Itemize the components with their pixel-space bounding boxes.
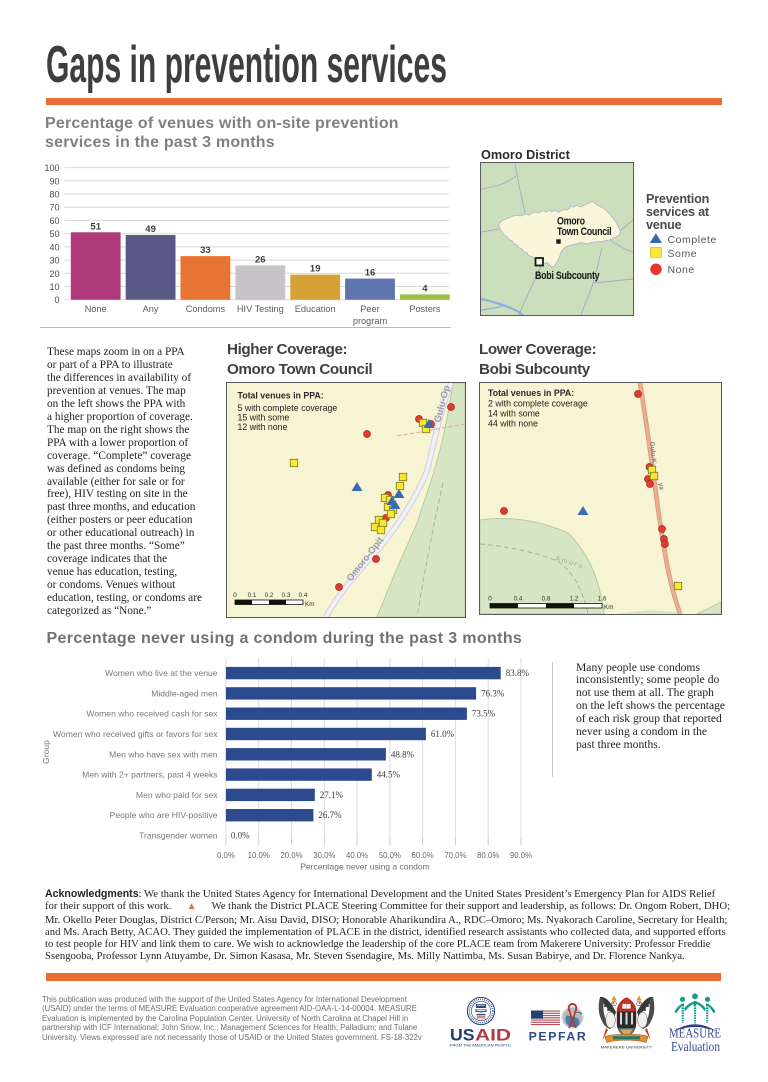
svg-text:Any: Any xyxy=(143,304,159,314)
svg-text:48.8%: 48.8% xyxy=(391,749,415,759)
svg-text:0.4: 0.4 xyxy=(299,592,308,599)
svg-text:Men who paid for sex: Men who paid for sex xyxy=(136,790,218,800)
svg-text:20: 20 xyxy=(49,269,59,279)
svg-text:0.4: 0.4 xyxy=(514,596,523,603)
svg-text:49: 49 xyxy=(145,224,156,235)
svg-text:PEPFAR: PEPFAR xyxy=(529,1030,588,1044)
svg-text:Bobi Subcounty: Bobi Subcounty xyxy=(535,270,600,282)
svg-text:Men with 2+ partners, past 4 w: Men with 2+ partners, past 4 weeks xyxy=(82,770,217,780)
svg-text:40.0%: 40.0% xyxy=(346,851,368,860)
svg-text:1.6: 1.6 xyxy=(598,596,607,603)
svg-text:100: 100 xyxy=(44,163,59,173)
svg-text:50.0%: 50.0% xyxy=(379,851,401,860)
svg-text:44.5%: 44.5% xyxy=(377,770,401,780)
svg-text:Total venues in PPA:: Total venues in PPA: xyxy=(488,388,574,398)
svg-text:None: None xyxy=(85,304,107,314)
svg-text:US: US xyxy=(450,1026,475,1045)
svg-text:15 with some: 15 with some xyxy=(238,412,290,422)
svg-text:14 with some: 14 with some xyxy=(488,409,540,419)
svg-text:0.1: 0.1 xyxy=(248,592,257,599)
svg-text:51: 51 xyxy=(90,221,101,232)
svg-text:0.0%: 0.0% xyxy=(217,851,235,860)
svg-text:Transgender women: Transgender women xyxy=(139,831,218,841)
svg-text:HIV Testing: HIV Testing xyxy=(237,304,284,314)
svg-text:70: 70 xyxy=(49,203,59,213)
svg-text:80.0%: 80.0% xyxy=(477,851,499,860)
svg-text:0.0%: 0.0% xyxy=(231,831,250,841)
svg-text:0: 0 xyxy=(233,592,237,599)
svg-text:0.3: 0.3 xyxy=(282,592,291,599)
svg-text:27.1%: 27.1% xyxy=(320,790,344,800)
svg-text:76.3%: 76.3% xyxy=(481,688,505,698)
svg-text:44 with none: 44 with none xyxy=(488,419,538,429)
svg-text:26.7%: 26.7% xyxy=(318,810,342,820)
svg-text:Women who received gifts or fa: Women who received gifts or favors for s… xyxy=(53,729,218,739)
svg-text:61.0%: 61.0% xyxy=(431,729,455,739)
svg-text:80: 80 xyxy=(49,190,59,200)
svg-text:Women who received cash for se: Women who received cash for sex xyxy=(86,709,218,719)
svg-text:AID: AID xyxy=(475,1026,511,1045)
svg-text:Km: Km xyxy=(305,601,314,608)
svg-text:16: 16 xyxy=(365,268,376,279)
svg-text:People who are HIV-positive: People who are HIV-positive xyxy=(110,810,218,820)
svg-text:Complete: Complete xyxy=(668,234,717,246)
svg-text:33: 33 xyxy=(200,245,211,256)
svg-text:0: 0 xyxy=(488,596,492,603)
svg-text:MEASURE: MEASURE xyxy=(669,1026,721,1041)
svg-text:1.2: 1.2 xyxy=(570,596,579,603)
svg-text:Gulu-K: Gulu-K xyxy=(648,441,657,463)
svg-text:None: None xyxy=(668,264,695,276)
svg-text:60.0%: 60.0% xyxy=(412,851,434,860)
svg-text:30: 30 xyxy=(49,256,59,266)
svg-text:Some: Some xyxy=(668,248,698,260)
svg-text:0.2: 0.2 xyxy=(265,592,274,599)
svg-text:Peer: Peer xyxy=(360,304,379,314)
svg-text:Education: Education xyxy=(295,304,336,314)
svg-text:60: 60 xyxy=(49,216,59,226)
svg-text:MAKERERE UNIVERSITY: MAKERERE UNIVERSITY xyxy=(601,1045,652,1050)
svg-text:Women who live at the venue: Women who live at the venue xyxy=(105,668,218,678)
svg-text:12 with none: 12 with none xyxy=(238,422,288,432)
svg-text:5 with complete coverage: 5 with complete coverage xyxy=(238,403,338,413)
svg-text:30.0%: 30.0% xyxy=(313,851,335,860)
svg-text:program: program xyxy=(353,316,388,326)
svg-text:73.5%: 73.5% xyxy=(472,709,496,719)
svg-text:90: 90 xyxy=(49,176,59,186)
svg-text:Total venues in PPA:: Total venues in PPA: xyxy=(238,390,324,400)
svg-text:0.8: 0.8 xyxy=(542,596,551,603)
svg-text:Evaluation: Evaluation xyxy=(671,1040,720,1055)
svg-text:Men who have sex with men: Men who have sex with men xyxy=(109,749,218,759)
svg-text:Middle-aged men: Middle-aged men xyxy=(151,688,218,698)
svg-text:26: 26 xyxy=(255,254,266,265)
svg-text:Omoro: Omoro xyxy=(557,216,585,228)
svg-text:40: 40 xyxy=(49,242,59,252)
svg-text:Posters: Posters xyxy=(409,304,441,314)
svg-text:0: 0 xyxy=(54,295,59,305)
svg-text:Town Council: Town Council xyxy=(557,226,612,238)
svg-text:Condoms: Condoms xyxy=(186,304,226,314)
svg-text:FROM THE AMERICAN PEOPLE: FROM THE AMERICAN PEOPLE xyxy=(450,1043,511,1048)
svg-text:Percentage never using a condo: Percentage never using a condom xyxy=(300,862,429,872)
svg-text:19: 19 xyxy=(310,264,321,275)
svg-text:Km: Km xyxy=(604,604,613,611)
svg-text:10: 10 xyxy=(49,282,59,292)
svg-text:70.0%: 70.0% xyxy=(444,851,466,860)
svg-text:50: 50 xyxy=(49,229,59,239)
svg-text:Group: Group xyxy=(41,740,51,764)
svg-text:83.8%: 83.8% xyxy=(506,668,530,678)
svg-text:ya: ya xyxy=(657,482,665,490)
svg-text:4: 4 xyxy=(422,283,428,294)
svg-text:90.0%: 90.0% xyxy=(510,851,532,860)
svg-text:20.0%: 20.0% xyxy=(280,851,302,860)
svg-text:10.0%: 10.0% xyxy=(248,851,270,860)
svg-text:2 with complete coverage: 2 with complete coverage xyxy=(488,398,588,408)
